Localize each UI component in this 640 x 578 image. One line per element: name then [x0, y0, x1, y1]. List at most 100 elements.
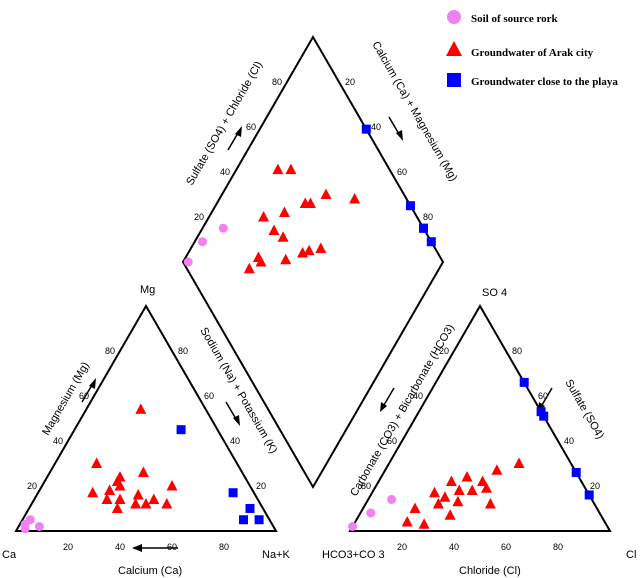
anion-point: [348, 521, 358, 531]
anion-bottom-axis-label: Chloride (Cl): [459, 565, 521, 577]
cation-right-tick: 80: [178, 346, 188, 356]
diamond-left-tick: 80: [272, 77, 282, 87]
anion-point: [481, 482, 492, 493]
anion-bottom-tick: 80: [553, 542, 563, 552]
diamond-point: [299, 197, 311, 208]
anion-point: [452, 495, 464, 507]
cation-bottom-tick: 40: [115, 542, 125, 552]
anion-point: [519, 377, 529, 387]
diamond-point: [258, 210, 270, 222]
diamond-point: [320, 188, 332, 199]
anion-point: [401, 515, 413, 527]
anion-point: [418, 518, 430, 529]
diamond-point: [198, 237, 207, 247]
diamond-frame: [181, 35, 445, 489]
anion-point: [461, 470, 473, 482]
anion-right-axis-label: Sulfate (SO4): [562, 378, 606, 442]
diamond-point: [315, 242, 327, 253]
diamond-point: [419, 223, 428, 233]
diamond-left-tick: 20: [194, 212, 204, 222]
cation-vertex-nak: Na+K: [262, 549, 290, 561]
diamond-point: [272, 163, 284, 175]
anion-point: [466, 484, 478, 495]
cation-point: [101, 493, 113, 504]
anion-vertex-hco3: HCO3+CO 3: [322, 549, 385, 561]
cation-left-tick: 60: [79, 391, 89, 401]
diamond-point: [426, 237, 436, 247]
anion-point: [513, 457, 525, 468]
cation-bottom-tick: 60: [167, 542, 177, 552]
cation-bottom-axis-label: Calcium (Ca): [118, 565, 182, 577]
anion-bottom-tick: 60: [501, 542, 511, 552]
anion-right-tick: 60: [538, 391, 548, 401]
diamond-point: [303, 244, 315, 256]
anion-point: [366, 508, 376, 518]
cation-point: [20, 524, 30, 534]
diamond-point: [183, 257, 193, 267]
anion-point: [439, 491, 451, 502]
legend-label-playa: Groundwater close to the playa: [471, 76, 618, 88]
anion-point: [453, 484, 465, 495]
cation-point: [25, 515, 35, 525]
cation-point: [34, 521, 44, 531]
diamond-point: [268, 224, 280, 235]
cation-point: [148, 493, 160, 504]
cation-bottom-tick: 80: [219, 542, 229, 552]
anion-point: [539, 411, 549, 421]
diamond-right-tick: 80: [423, 212, 433, 222]
cation-point: [245, 503, 255, 513]
cation-point: [254, 515, 264, 525]
cation-left-tick: 40: [53, 436, 63, 446]
diamond-point: [218, 223, 228, 233]
anion-point: [491, 464, 503, 475]
anion-left-tick: 80: [361, 481, 371, 491]
diamond-right-tick: 40: [371, 122, 381, 132]
cation-point: [91, 457, 103, 468]
diamond-point: [278, 206, 290, 217]
anion-bottom-tick: 20: [397, 542, 407, 552]
cation-point: [111, 502, 123, 513]
data-points: [20, 124, 594, 534]
anion-left-tick: 20: [439, 346, 449, 356]
diamond-left-tick: 40: [220, 167, 230, 177]
cation-point: [111, 475, 123, 486]
diamond-right-tick: 20: [345, 77, 355, 87]
anion-point: [444, 509, 456, 520]
diamond-point: [252, 251, 264, 262]
cation-point: [104, 484, 116, 495]
anion-point: [484, 497, 496, 509]
cation-point: [239, 515, 248, 525]
cation-point: [132, 488, 144, 500]
anion-point: [445, 475, 457, 486]
anion-point: [477, 475, 489, 486]
anion-bottom-tick: 40: [449, 542, 459, 552]
diamond-point: [280, 253, 292, 265]
cation-bottom-tick: 20: [63, 542, 73, 552]
cation-point: [87, 486, 99, 498]
cation-left-tick: 80: [105, 346, 115, 356]
anion-point: [536, 407, 546, 417]
diamond-right-tick: 60: [397, 167, 407, 177]
anion-point: [432, 497, 444, 509]
cation-right-tick: 40: [230, 436, 240, 446]
legend-marker-triangle-icon: [446, 41, 462, 56]
cation-point: [130, 497, 142, 509]
anion-left-tick: 60: [387, 436, 397, 446]
anion-left-tick: 40: [413, 391, 423, 401]
cation-point: [137, 466, 149, 477]
cation-point: [161, 497, 173, 509]
cation-vertex-mg: Mg: [140, 284, 155, 296]
cation-left-tick: 20: [27, 481, 37, 491]
legend-marker-circle-icon: [447, 10, 461, 24]
anion-point: [571, 467, 581, 477]
anion-point: [429, 486, 440, 498]
diamond-point: [285, 163, 297, 175]
diamond-point: [361, 124, 371, 134]
cation-point: [228, 488, 238, 498]
legend-marker-square-icon: [447, 73, 461, 87]
legend: Soil of source rork Groundwater of Arak …: [446, 10, 618, 88]
cation-vertex-ca: Ca: [2, 549, 17, 561]
cation-point: [114, 493, 126, 504]
anion-point: [409, 502, 421, 513]
arrow-icons: [81, 116, 553, 552]
